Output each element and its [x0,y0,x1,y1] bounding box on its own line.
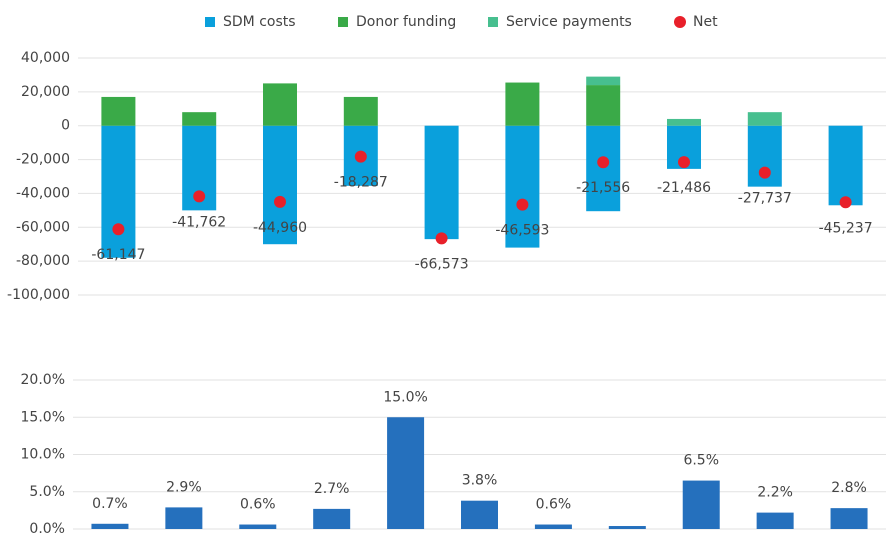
data-label: 2.7% [314,481,350,497]
bar [682,480,720,529]
y-tick-label: 20.0% [21,372,65,388]
bar-segment [101,125,136,258]
bar-segment [747,112,782,126]
net-dot [112,223,125,236]
bar-segment [263,83,297,126]
bar [756,512,794,529]
bar-segment [586,85,621,126]
net-dot [274,195,286,208]
legend-marker [205,17,215,27]
net-dot [839,196,852,209]
y-tick-label: -60,000 [16,219,70,235]
data-label: -61,147 [91,247,145,263]
data-label: -66,573 [415,256,469,272]
bar-segment [586,76,621,86]
bar [608,526,646,529]
y-tick-label: -80,000 [16,253,70,269]
bar-segment [667,118,701,126]
y-tick-label: 5.0% [29,484,65,500]
net-dot [435,232,448,245]
legend-marker [488,17,498,27]
data-label: -18,287 [334,175,388,191]
bar-segment [101,96,136,126]
net-dot [354,150,367,163]
y-tick-label: -100,000 [7,287,70,303]
y-tick-label: 20,000 [21,84,70,100]
data-label: -21,556 [576,180,630,196]
bar [313,508,351,529]
bar-segment [343,96,378,126]
bar-segment [424,125,459,240]
legend-label: SDM costs [223,14,296,30]
data-label: 0.7% [92,496,128,512]
y-tick-label: 40,000 [21,50,70,66]
data-label: 0.6% [536,497,572,513]
bar [461,500,498,529]
data-label: -44,960 [253,220,307,236]
data-label: 15.0% [383,389,427,405]
bar-segment [586,125,621,212]
bar [387,417,425,529]
data-label: -27,737 [738,191,792,207]
legend-label: Donor funding [356,14,456,30]
data-label: 6.5% [683,453,719,469]
y-tick-label: 15.0% [21,409,65,425]
bar-segment [828,125,863,206]
bar-segment [505,82,540,126]
data-label: 2.2% [757,485,793,501]
bar-segment [263,125,297,245]
bar [165,507,203,529]
legend-label: Net [693,14,718,30]
y-tick-label: -40,000 [16,185,70,201]
legend-marker [338,17,348,27]
y-tick-label: 10.0% [21,447,65,463]
net-dot [193,190,206,203]
bar [91,523,129,529]
net-dot [516,198,529,211]
y-tick-label: 0 [61,118,70,134]
bar [830,508,868,529]
net-dot [597,156,610,169]
net-dot [678,156,690,169]
data-label: 3.8% [462,473,498,489]
bar [239,524,277,529]
y-tick-label: 0.0% [29,521,65,537]
data-label: 2.8% [831,480,867,496]
data-label: -45,237 [819,220,873,236]
bar-segment [182,112,217,126]
data-label: -21,486 [657,180,711,196]
data-label: 0.6% [240,497,276,513]
bar [534,524,572,529]
data-label: -46,593 [495,223,549,239]
data-label: -41,762 [172,214,226,230]
net-dot [758,166,771,179]
y-tick-label: -20,000 [16,152,70,168]
legend-label: Service payments [506,14,632,30]
legend-marker [674,16,686,28]
bar-segment [505,125,540,248]
data-label: 2.9% [166,479,202,495]
